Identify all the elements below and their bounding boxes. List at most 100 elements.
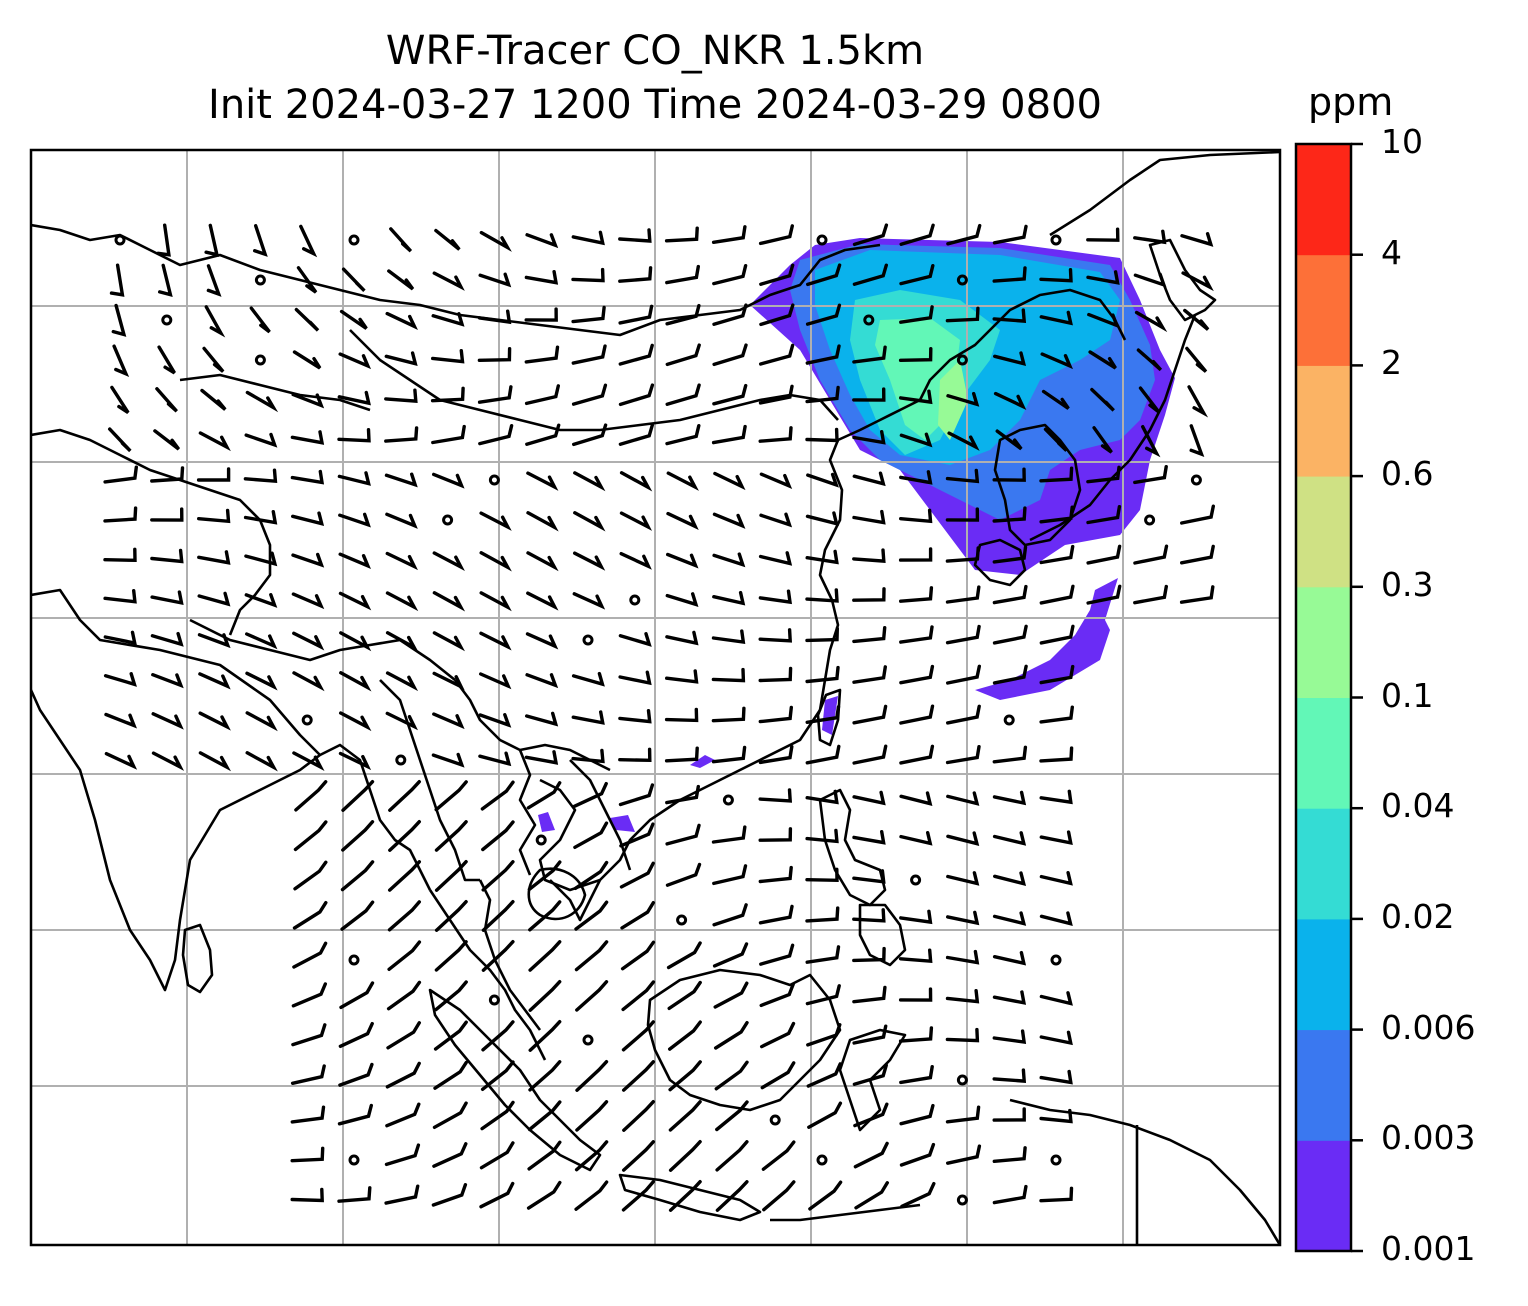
wind-barb: [1039, 268, 1073, 283]
wind-barb: [293, 820, 328, 852]
wind-barb: [854, 1181, 889, 1210]
wind-barb: [668, 1180, 702, 1212]
wind-barb: [1187, 385, 1209, 418]
calm-wind-circle: [161, 314, 173, 326]
wind-barb: [434, 940, 468, 972]
wind-barb: [571, 305, 606, 324]
wind-barb: [805, 588, 839, 603]
wind-barb: [808, 1180, 843, 1211]
calm-wind-circle: [956, 1194, 968, 1206]
wind-barb: [103, 672, 137, 687]
calm-wind-circle: [348, 234, 360, 246]
wind-barb: [711, 424, 747, 445]
wind-barb: [621, 1180, 655, 1212]
wind-barb: [245, 632, 278, 650]
colorbar-tick-label: 0.04: [1381, 786, 1455, 826]
calm-wind-circle: [1190, 474, 1202, 486]
wind-barb: [945, 306, 980, 323]
calm-wind-circle: [1003, 714, 1015, 726]
wind-barb: [385, 631, 419, 652]
wind-barb: [711, 667, 746, 683]
wind-barb: [945, 624, 981, 645]
calm-wind-circle: [769, 1114, 781, 1126]
wind-barb: [385, 671, 419, 692]
wind-barb: [992, 950, 1027, 966]
wind-barb: [711, 706, 746, 723]
vietnam-south: [549, 879, 602, 922]
colorbar-tick-label: 0.6: [1381, 454, 1434, 494]
wind-barb: [758, 745, 794, 765]
wind-barb: [898, 987, 933, 1002]
wind-barb: [384, 388, 418, 403]
wind-barb: [432, 1142, 468, 1168]
wind-barb: [109, 263, 125, 297]
wind-barb: [712, 512, 746, 529]
colorbar-ticks: [1351, 142, 1363, 1253]
wind-barb: [759, 343, 795, 366]
wind-barb: [1133, 229, 1167, 245]
wind-barb: [712, 343, 748, 367]
wind-barb: [151, 751, 185, 771]
calm-wind-circle: [254, 354, 266, 366]
wind-barb: [1180, 504, 1215, 525]
china-coast: [837, 288, 1127, 442]
wind-barb: [197, 550, 231, 565]
wind-barb: [1133, 465, 1168, 485]
wind-barb: [1134, 310, 1168, 333]
wind-barb: [1041, 389, 1070, 410]
calm-wind-circle: [582, 1034, 594, 1046]
wind-barb: [759, 512, 793, 528]
taiwan: [816, 688, 842, 747]
wind-barb: [339, 631, 372, 652]
plume-tail: [975, 578, 1118, 700]
wind-barb: [946, 871, 980, 886]
wind-barb: [805, 303, 842, 326]
wind-barb: [992, 506, 1027, 523]
wind-barb: [525, 423, 561, 446]
plume-patch-2: [538, 812, 555, 832]
wind-barb: [711, 825, 747, 844]
wind-barb: [293, 860, 328, 891]
colorbar-box: [1296, 808, 1351, 920]
wind-barb: [198, 672, 231, 690]
calm-wind-circle: [1050, 234, 1062, 246]
sumatra: [428, 988, 602, 1172]
wind-barb: [480, 1100, 515, 1131]
wind-barb: [479, 1141, 515, 1170]
wind-barb: [665, 669, 699, 684]
wind-barb: [249, 306, 271, 334]
calm-wind-circle: [301, 714, 313, 726]
java: [618, 1173, 762, 1222]
wind-barb: [945, 507, 980, 522]
wind-barb: [899, 704, 935, 725]
wind-barb: [945, 989, 980, 1004]
wind-barb: [526, 591, 559, 611]
wind-barb: [1039, 466, 1074, 483]
wind-barb: [852, 387, 886, 402]
wind-barb: [992, 1029, 1027, 1044]
wind-barb: [573, 471, 606, 492]
calm-wind-circle: [676, 914, 688, 926]
wind-barb: [759, 303, 795, 327]
wind-barb: [899, 744, 935, 765]
wind-barb: [715, 1100, 749, 1132]
wind-barb: [571, 230, 605, 246]
wind-barb: [898, 948, 933, 964]
wind-barb: [758, 224, 794, 246]
wind-barb: [618, 304, 654, 325]
wind-barb: [291, 982, 327, 1008]
calm-wind-circle: [488, 994, 500, 1006]
wind-barb: [340, 900, 375, 931]
wind-barb: [198, 751, 232, 772]
wind-barb: [200, 388, 227, 411]
wind-barb: [712, 264, 748, 286]
wind-barb: [245, 751, 278, 772]
wind-barb: [945, 585, 981, 604]
wind-barb: [945, 1027, 980, 1043]
wind-barb: [292, 751, 325, 772]
plume-patch-3: [610, 815, 635, 832]
indochina-coast: [428, 889, 547, 1061]
wind-barb: [110, 385, 130, 415]
wind-barb: [481, 1020, 515, 1052]
wind-barb: [620, 940, 656, 971]
